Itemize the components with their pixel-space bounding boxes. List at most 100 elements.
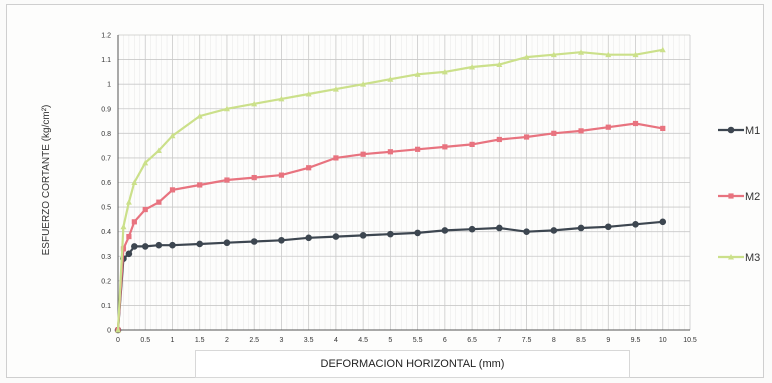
data-point: [632, 51, 639, 58]
data-point: [496, 224, 503, 232]
data-point: [469, 141, 475, 147]
data-point: [120, 246, 127, 252]
x-tick-label: 8.5: [576, 337, 586, 344]
y-tick-label: 1.2: [101, 33, 111, 40]
data-point: [306, 165, 312, 171]
x-tick-label: 3: [279, 337, 283, 344]
data-point: [523, 228, 530, 235]
x-tick-label: 6.5: [467, 337, 477, 344]
y-tick-label: 1.1: [101, 57, 111, 64]
y-tick-label: 0.7: [101, 155, 111, 162]
legend-label: M2: [745, 191, 760, 203]
data-point: [605, 51, 612, 58]
series-m3: [115, 46, 666, 333]
data-point: [223, 239, 231, 247]
data-point: [125, 250, 133, 258]
legend-item-m3: M3: [718, 252, 760, 264]
data-point: [115, 327, 121, 333]
data-point: [360, 81, 367, 87]
data-point: [332, 86, 339, 92]
data-point: [131, 219, 137, 225]
data-point: [387, 149, 393, 155]
data-point: [441, 68, 448, 75]
data-point: [250, 238, 258, 245]
data-point: [604, 223, 612, 231]
data-point: [251, 100, 258, 107]
y-tick-label: 0.4: [101, 229, 111, 236]
data-point: [496, 61, 503, 67]
x-tick-label: 2: [225, 337, 229, 344]
x-tick-label: 10.5: [683, 337, 697, 344]
data-point: [131, 243, 138, 250]
data-point: [278, 172, 285, 178]
data-point: [333, 155, 339, 161]
data-point: [496, 136, 502, 143]
x-tick-label: 1.5: [195, 337, 205, 344]
data-point: [169, 187, 176, 193]
data-point: [605, 124, 611, 130]
x-tick-label: 1: [171, 337, 175, 344]
data-point: [359, 232, 367, 239]
data-point: [442, 144, 448, 150]
data-point: [197, 182, 203, 188]
legend-item-m2: M2: [718, 191, 760, 203]
y-tick-label: 0.2: [101, 278, 111, 285]
data-point: [156, 199, 162, 205]
data-point: [305, 234, 312, 242]
data-point: [131, 179, 138, 185]
x-tick-label: 7.5: [522, 337, 532, 344]
data-point: [142, 159, 149, 166]
x-tick-label: 9.5: [631, 337, 641, 344]
data-point: [414, 229, 421, 237]
data-point: [387, 76, 394, 82]
grid: [117, 34, 691, 331]
x-tick-label: 0.5: [140, 337, 150, 344]
data-point: [468, 225, 476, 233]
data-point: [142, 206, 148, 213]
legend-label: M3: [745, 252, 760, 264]
data-point: [155, 241, 163, 249]
series-group: [114, 46, 667, 334]
data-point: [659, 46, 666, 53]
x-tick-label: 0: [116, 337, 120, 344]
tick-labels: 0 0.5 1 1.5 2 2.5 3 3.5 4 4.5 5 5.5 6 6.5 7 7.5 8 8.5 9 9.5…: [101, 33, 697, 345]
data-point: [278, 95, 285, 102]
data-point: [415, 146, 421, 152]
x-tick-label: 5: [388, 337, 392, 344]
y-tick-label: 0.5: [101, 205, 111, 212]
data-point: [550, 227, 558, 234]
legend: M1 M2 M3: [718, 125, 760, 264]
data-point: [126, 233, 132, 240]
data-point: [578, 128, 584, 134]
data-point: [550, 51, 557, 58]
x-tick-label: 2.5: [249, 337, 259, 344]
data-point: [360, 151, 366, 157]
data-point: [727, 126, 735, 134]
x-tick-label: 7: [497, 337, 501, 344]
data-point: [141, 243, 149, 250]
y-axis-label: ESFUERZO CORTANTE (kg/cm²): [41, 105, 52, 256]
data-point: [728, 254, 734, 260]
data-point: [469, 63, 476, 70]
data-point: [441, 227, 449, 234]
x-tick-label: 4: [334, 337, 338, 344]
data-point: [169, 241, 176, 249]
x-tick-label: 10: [659, 337, 667, 344]
data-point: [414, 71, 421, 77]
data-point: [660, 125, 666, 132]
data-point: [196, 240, 204, 248]
data-point: [305, 91, 312, 97]
x-tick-label: 8: [552, 337, 556, 344]
y-tick-label: 0.6: [101, 180, 111, 187]
data-point: [632, 220, 639, 228]
y-tick-label: 0.3: [101, 254, 111, 261]
x-tick-label: 5.5: [413, 337, 423, 344]
legend-label: M1: [745, 125, 760, 137]
y-tick-label: 1: [107, 82, 111, 89]
x-tick-label: 9: [606, 337, 610, 344]
y-tick-label: 0.8: [101, 131, 111, 138]
data-point: [278, 236, 285, 244]
data-point: [223, 105, 230, 112]
y-tick-label: 0.1: [101, 303, 111, 310]
